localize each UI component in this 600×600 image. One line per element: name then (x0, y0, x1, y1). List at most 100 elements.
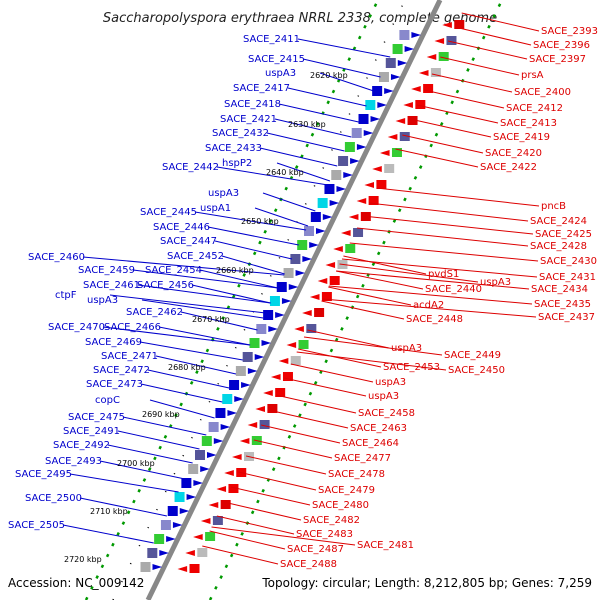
gene-label[interactable]: uspA3 (265, 68, 296, 79)
gene-label[interactable]: uspA3 (87, 295, 118, 306)
forward-gene-arrow (268, 326, 278, 332)
forward-gene-arrow (254, 354, 265, 360)
gene-label[interactable]: SACE_2470 (48, 322, 105, 333)
gene-label[interactable]: SACE_2462 (126, 307, 183, 318)
gene-label[interactable]: SACE_2454 (145, 265, 202, 276)
gene-label[interactable]: SACE_2400 (514, 87, 571, 98)
gene-label[interactable]: uspA3 (480, 277, 511, 288)
forward-gene-arrow (336, 186, 347, 192)
gene-label[interactable]: ctpF (55, 290, 77, 301)
gene-label[interactable]: SACE_2493 (45, 456, 102, 467)
gene-label[interactable]: SACE_2446 (153, 222, 210, 233)
gene-label[interactable]: SACE_2495 (15, 469, 72, 480)
gene-label[interactable]: SACE_2463 (350, 423, 407, 434)
gene-label[interactable]: SACE_2449 (444, 350, 501, 361)
reverse-gene-block (275, 388, 286, 397)
gene-label[interactable]: SACE_2482 (303, 515, 360, 526)
gene-label[interactable]: acdA2 (413, 300, 444, 311)
gene-label[interactable]: SACE_2421 (220, 114, 277, 125)
gene-label[interactable]: SACE_2396 (533, 40, 590, 51)
gene-label[interactable]: prsA (521, 70, 544, 81)
gene-label[interactable]: SACE_2393 (541, 26, 598, 37)
reverse-gene-block (197, 548, 208, 557)
gene-label[interactable]: SACE_2448 (406, 314, 463, 325)
forward-gene-block (188, 464, 199, 474)
gene-label[interactable]: SACE_2428 (530, 241, 587, 252)
gene-label[interactable]: SACE_2445 (140, 207, 197, 218)
gene-label[interactable]: SACE_2425 (535, 229, 592, 240)
leader-line (336, 270, 424, 290)
gene-label[interactable]: SACE_2450 (448, 365, 505, 376)
gene-label[interactable]: pncB (541, 201, 566, 212)
forward-gene-labels: SACE_2411 SACE_2415 uspA3 SACE_2417 SACE… (8, 34, 305, 531)
leader-line (440, 56, 520, 76)
gene-label[interactable]: SACE_2434 (531, 284, 588, 295)
leader-line (268, 409, 349, 429)
gene-label[interactable]: SACE_2492 (53, 440, 110, 451)
gene-label[interactable]: uspA3 (375, 377, 406, 388)
gene-label[interactable]: SACE_2480 (312, 500, 369, 511)
gene-label[interactable]: SACE_2433 (205, 143, 262, 154)
gene-label[interactable]: SACE_2500 (25, 493, 82, 504)
reverse-gene-arrow (372, 166, 382, 172)
gene-label[interactable]: SACE_2466 (104, 322, 161, 333)
kbp-label: 2680 kbp (168, 363, 206, 372)
gene-label[interactable]: copC (95, 395, 120, 406)
gene-label[interactable]: SACE_2437 (538, 312, 595, 323)
gene-label[interactable]: SACE_2478 (328, 469, 385, 480)
gene-label[interactable]: SACE_2483 (296, 529, 353, 540)
gene-label[interactable]: SACE_2447 (160, 236, 217, 247)
gene-label[interactable]: SACE_2471 (101, 351, 158, 362)
gene-label[interactable]: hspP2 (222, 158, 252, 169)
gene-label[interactable]: SACE_2481 (357, 540, 414, 551)
forward-gene-arrow (404, 46, 415, 52)
gene-label[interactable]: SACE_2479 (318, 485, 375, 496)
gene-label[interactable]: SACE_2459 (78, 265, 135, 276)
forward-gene-block (140, 562, 151, 572)
gene-label[interactable]: SACE_2440 (425, 284, 482, 295)
gene-label[interactable]: SACE_2473 (86, 379, 143, 390)
gene-label[interactable]: SACE_2469 (85, 337, 142, 348)
gene-label[interactable]: SACE_2472 (93, 365, 150, 376)
gene-label[interactable]: SACE_2464 (342, 438, 399, 449)
gene-label[interactable]: SACE_2453 (383, 362, 440, 373)
gene-label[interactable]: SACE_2419 (493, 132, 550, 143)
gene-label[interactable]: SACE_2412 (506, 103, 563, 114)
gene-label[interactable]: uspA3 (391, 343, 422, 354)
gene-label[interactable]: uspA3 (208, 188, 239, 199)
gene-label[interactable]: SACE_2411 (243, 34, 300, 45)
gene-label[interactable]: uspA1 (200, 203, 231, 214)
gene-label[interactable]: SACE_2442 (162, 162, 219, 173)
gene-label[interactable]: SACE_2460 (28, 252, 85, 263)
forward-gene-block (338, 156, 349, 166)
gene-label[interactable]: SACE_2452 (167, 251, 224, 262)
gene-label[interactable]: SACE_2458 (358, 408, 415, 419)
gene-label[interactable]: SACE_2430 (540, 256, 597, 267)
gene-label[interactable]: SACE_2488 (280, 559, 337, 570)
gene-label[interactable]: SACE_2487 (287, 544, 344, 555)
gene-label[interactable]: uspA3 (368, 391, 399, 402)
leader-line (223, 501, 302, 521)
gene-label[interactable]: SACE_2477 (334, 453, 391, 464)
gene-label[interactable]: SACE_2456 (137, 280, 194, 291)
gene-label[interactable]: SACE_2420 (485, 148, 542, 159)
leader-line (79, 497, 167, 517)
gene-label[interactable]: SACE_2415 (248, 54, 305, 65)
leader-line (191, 284, 271, 304)
gene-label[interactable]: SACE_2431 (539, 272, 596, 283)
gene-label[interactable]: SACE_2435 (534, 299, 591, 310)
gene-label[interactable]: SACE_2475 (68, 412, 125, 423)
gene-label[interactable]: SACE_2413 (500, 118, 557, 129)
gene-label[interactable]: SACE_2424 (530, 216, 587, 227)
gene-label[interactable]: SACE_2491 (63, 426, 120, 437)
gene-label[interactable]: SACE_2505 (8, 520, 65, 531)
gene-label[interactable]: SACE_2417 (233, 83, 290, 94)
gene-label[interactable]: pvdS1 (428, 269, 459, 280)
gene-label[interactable]: SACE_2432 (212, 128, 269, 139)
forward-gene-arrow (275, 312, 285, 318)
gene-label[interactable]: SACE_2418 (224, 99, 281, 110)
leader-line (302, 58, 381, 78)
gene-label[interactable]: SACE_2461 (83, 280, 140, 291)
gene-label[interactable]: SACE_2422 (480, 162, 537, 173)
gene-label[interactable]: SACE_2397 (529, 54, 586, 65)
